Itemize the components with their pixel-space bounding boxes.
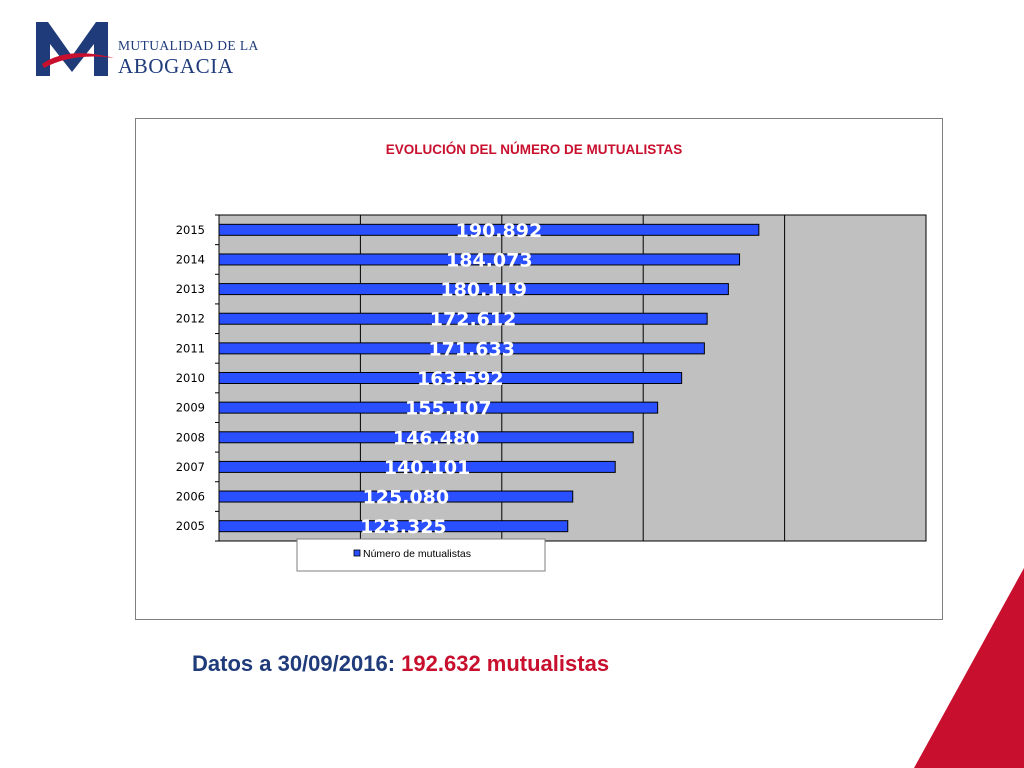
chart-title: EVOLUCIÓN DEL NÚMERO DE MUTUALISTAS	[386, 142, 683, 157]
data-label: 123.325	[360, 516, 447, 538]
m-logo-icon	[36, 22, 114, 76]
bar-2013	[218, 283, 729, 296]
data-label: 171.633	[428, 338, 515, 360]
data-label: 140.101	[384, 457, 471, 479]
bar-2008	[218, 431, 634, 444]
data-label: 146.480	[393, 427, 480, 449]
logo-text-line2: ABOGACIA	[118, 54, 234, 78]
data-date-label: Datos a 30/09/2016:	[192, 651, 396, 676]
bar-2010	[218, 372, 683, 384]
y-tick-label: 2010	[176, 371, 205, 385]
bar-2006	[218, 490, 574, 503]
legend-label: Número de mutualistas	[363, 548, 471, 560]
y-tick-label: 2006	[176, 490, 205, 504]
data-label: 180.119	[440, 279, 527, 301]
corner-decoration	[914, 568, 1024, 768]
y-tick-label: 2013	[176, 282, 205, 296]
y-tick-label: 2015	[176, 223, 205, 237]
data-label: 155.107	[405, 398, 492, 420]
data-label: 125.080	[363, 487, 450, 509]
bar-2011	[218, 342, 705, 355]
y-tick-label: 2014	[176, 252, 205, 266]
chart-legend: Número de mutualistas	[296, 538, 546, 572]
data-date-value: 192.632 mutualistas	[401, 651, 610, 676]
data-label: 172.612	[430, 309, 517, 331]
y-tick-label: 2009	[176, 401, 205, 415]
y-tick-label: 2008	[176, 430, 205, 444]
chart-frame: EVOLUCIÓN DEL NÚMERO DE MUTUALISTAS 2015…	[135, 118, 943, 620]
data-label: 163.592	[417, 368, 504, 390]
bar-2007	[218, 460, 616, 473]
plot-area: 2015 190.892 2014 184.073 2013 180.119 2012 172…	[176, 214, 927, 542]
y-tick-label: 2005	[176, 519, 205, 533]
bar-2009	[218, 401, 659, 414]
y-tick-label: 2011	[176, 341, 205, 355]
y-tick-label: 2007	[176, 460, 205, 474]
bar-2015	[218, 223, 760, 236]
data-label: 184.073	[446, 249, 533, 271]
data-label: 190.892	[456, 220, 543, 242]
data-date-note: Datos a 30/09/2016: 192.632 mutualistas	[192, 651, 609, 677]
logo-text-line1: MUTUALIDAD DE LA	[118, 38, 259, 53]
y-tick-label: 2012	[176, 312, 205, 326]
bar-2012	[218, 312, 708, 325]
bar-2005	[218, 520, 569, 533]
bar-2014	[218, 253, 741, 266]
bar-chart: EVOLUCIÓN DEL NÚMERO DE MUTUALISTAS 2015…	[176, 142, 927, 572]
mutualidad-logo: MUTUALIDAD DE LA ABOGACIA	[36, 20, 258, 82]
legend-swatch	[353, 549, 361, 557]
